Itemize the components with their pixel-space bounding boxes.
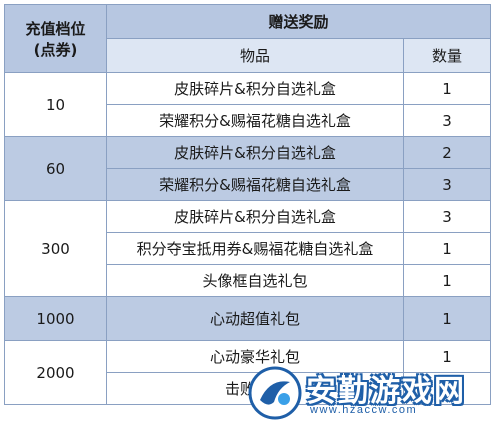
item-cell: 荣耀积分&赐福花糖自选礼盒 bbox=[106, 104, 404, 137]
tier-cell: 2000 bbox=[4, 340, 107, 405]
table-row: 2000 心动豪华礼包 1 bbox=[4, 340, 492, 405]
tier-cell: 10 bbox=[4, 72, 107, 137]
table-row: 积分夺宝抵用券&赐福花糖自选礼盒 1 bbox=[5, 232, 492, 265]
table-row: 荣耀积分&赐福花糖自选礼盒 3 bbox=[5, 168, 492, 201]
table-row: 10 皮肤碎片&积分自选礼盒 1 bbox=[4, 72, 492, 137]
table-row: 1000 心动超值礼包 1 bbox=[4, 296, 492, 341]
item-cell: 心动豪华礼包 bbox=[106, 340, 404, 373]
item-column-header: 物品 bbox=[106, 38, 404, 73]
reward-column-header: 赠送奖励 bbox=[105, 4, 492, 39]
qty-cell: 2 bbox=[402, 136, 492, 169]
reward-table: 充值档位 (点券) 赠送奖励 物品 数量 10 皮肤碎片&积分自选礼盒 1 荣耀… bbox=[4, 4, 492, 405]
item-cell: 皮肤碎片&积分自选礼盒 bbox=[106, 72, 404, 105]
watermark-text: 安勤游戏网 bbox=[306, 374, 466, 409]
table-row: 60 皮肤碎片&积分自选礼盒 2 bbox=[4, 136, 492, 201]
tier-column-header: 充值档位 (点券) bbox=[4, 4, 107, 73]
qty-cell: 3 bbox=[402, 200, 492, 233]
qty-cell: 1 bbox=[402, 72, 492, 105]
qty-cell: 1 bbox=[402, 372, 492, 405]
item-cell: 皮肤碎片&积分自选礼盒 bbox=[106, 200, 404, 233]
qty-cell: 1 bbox=[402, 340, 492, 373]
item-cell: 皮肤碎片&积分自选礼盒 bbox=[106, 136, 404, 169]
item-cell: 心动超值礼包 bbox=[106, 296, 404, 341]
site-watermark: 安勤游戏网 www.hzaccw.com bbox=[240, 360, 490, 426]
qty-cell: 1 bbox=[402, 296, 492, 341]
item-cell: 荣耀积分&赐福花糖自选礼盒 bbox=[106, 168, 404, 201]
table-subheader-row: 物品 数量 bbox=[5, 38, 492, 73]
tier-header-line1: 充值档位 bbox=[25, 19, 86, 38]
table-row: 头像框自选礼包 1 bbox=[5, 264, 492, 297]
qty-cell: 3 bbox=[402, 104, 492, 137]
qty-cell: 1 bbox=[402, 232, 492, 265]
tier-cell: 1000 bbox=[4, 296, 107, 341]
tier-cell: 300 bbox=[4, 200, 107, 297]
qty-column-header: 数量 bbox=[402, 38, 492, 73]
item-cell: 头像框自选礼包 bbox=[106, 264, 404, 297]
tier-header-line2: (点券) bbox=[33, 40, 78, 59]
item-cell: 积分夺宝抵用券&赐福花糖自选礼盒 bbox=[106, 232, 404, 265]
table-row: 300 皮肤碎片&积分自选礼盒 3 bbox=[4, 200, 492, 297]
watermark-url: www.hzaccw.com bbox=[310, 404, 418, 416]
tier-cell: 60 bbox=[4, 136, 107, 201]
qty-cell: 1 bbox=[402, 264, 492, 297]
table-header-row: 充值档位 (点券) 赠送奖励 bbox=[4, 4, 492, 73]
qty-cell: 3 bbox=[402, 168, 492, 201]
site-logo-icon bbox=[248, 366, 302, 420]
